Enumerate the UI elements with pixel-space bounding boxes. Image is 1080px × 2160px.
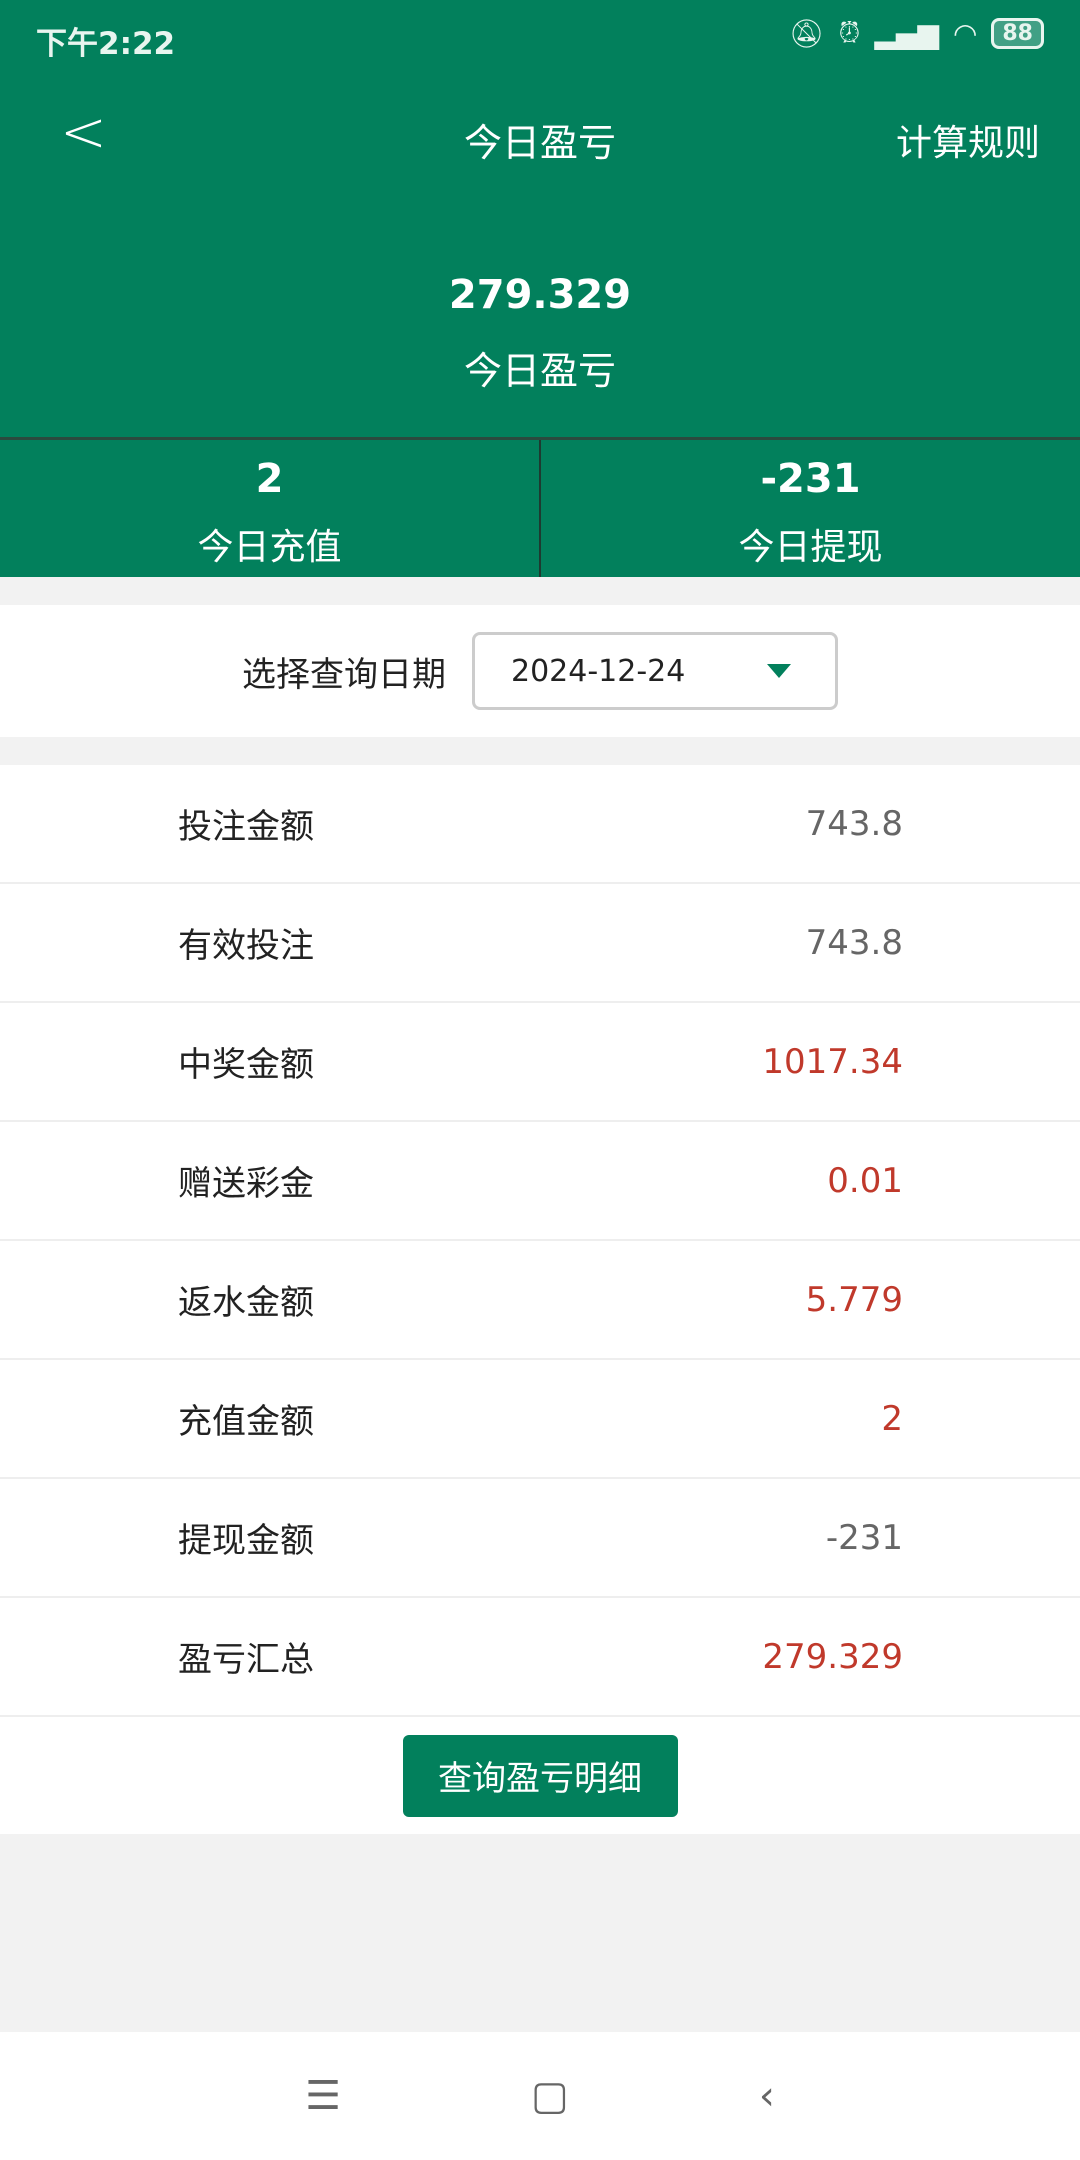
row-value: 279.329: [762, 1636, 903, 1677]
row-value: 0.01: [827, 1160, 903, 1201]
stat-value: -231: [760, 456, 861, 502]
row-label: 返水金额: [178, 1283, 314, 1323]
row-value: 743.8: [805, 803, 903, 844]
header-panel: 下午2:22 🔕︎ ⏰︎ ▂▄▆ ◠ 88 < 今日盈亏 计算规则 279.32…: [0, 0, 1080, 437]
battery-icon: 88: [991, 17, 1044, 49]
table-row: 中奖金额 1017.34: [0, 1003, 1080, 1122]
date-select[interactable]: 2024-12-24: [472, 632, 838, 710]
table-row: 返水金额 5.779: [0, 1241, 1080, 1360]
back-nav-icon[interactable]: ‹: [758, 2073, 775, 2119]
page-title: 今日盈亏: [463, 121, 616, 165]
row-value: 5.779: [805, 1279, 903, 1320]
date-filter: 选择查询日期 2024-12-24: [0, 605, 1080, 737]
row-label: 赠送彩金: [178, 1164, 314, 1204]
profit-label: 今日盈亏: [463, 349, 616, 393]
status-time: 下午2:22: [36, 26, 176, 62]
row-label: 有效投注: [178, 926, 314, 966]
stat-label: 今日充值: [197, 527, 342, 568]
stat-value: 2: [255, 456, 284, 502]
menu-icon[interactable]: ☰: [305, 2073, 342, 2119]
row-label: 中奖金额: [178, 1045, 314, 1085]
date-value: 2024-12-24: [511, 653, 686, 689]
table-row: 赠送彩金 0.01: [0, 1122, 1080, 1241]
query-details-button[interactable]: 查询盈亏明细: [402, 1734, 678, 1817]
alarm-icon: ⏰︎: [838, 16, 861, 49]
mute-icon: 🔕︎: [788, 16, 825, 50]
table-row: 提现金额 -231: [0, 1479, 1080, 1598]
stat-recharge: 2 今日充值: [0, 440, 539, 577]
row-value: 2: [881, 1398, 903, 1439]
status-icons: 🔕︎ ⏰︎ ▂▄▆ ◠ 88: [789, 16, 1044, 50]
date-label: 选择查询日期: [242, 654, 446, 695]
row-value: 743.8: [805, 922, 903, 963]
stat-label: 今日提现: [738, 527, 883, 568]
table-row: 盈亏汇总 279.329: [0, 1598, 1080, 1717]
wifi-icon: ◠: [952, 16, 978, 50]
row-label: 投注金额: [178, 807, 314, 847]
rules-link[interactable]: 计算规则: [895, 123, 1040, 164]
table-row: 有效投注 743.8: [0, 884, 1080, 1003]
home-icon[interactable]: ▢: [531, 2073, 569, 2119]
system-nav-bar: ☰ ▢ ‹: [0, 2032, 1080, 2160]
row-label: 提现金额: [178, 1521, 314, 1561]
row-value: 1017.34: [762, 1041, 903, 1082]
row-label: 盈亏汇总: [178, 1640, 314, 1680]
profit-amount: 279.329: [448, 272, 632, 318]
row-label: 充值金额: [178, 1402, 314, 1442]
signal-icon: ▂▄▆: [874, 16, 939, 50]
back-button[interactable]: <: [60, 100, 107, 165]
stat-withdraw: -231 今日提现: [539, 440, 1080, 577]
row-value: -231: [825, 1517, 903, 1558]
dropdown-triangle-icon: [767, 664, 791, 678]
stats-bar: 2 今日充值 -231 今日提现: [0, 437, 1080, 577]
table-row: 充值金额 2: [0, 1360, 1080, 1479]
profit-details: 投注金额 743.8 有效投注 743.8 中奖金额 1017.34 赠送彩金 0.01 返水金…: [0, 765, 1080, 1834]
table-row: 投注金额 743.8: [0, 765, 1080, 884]
